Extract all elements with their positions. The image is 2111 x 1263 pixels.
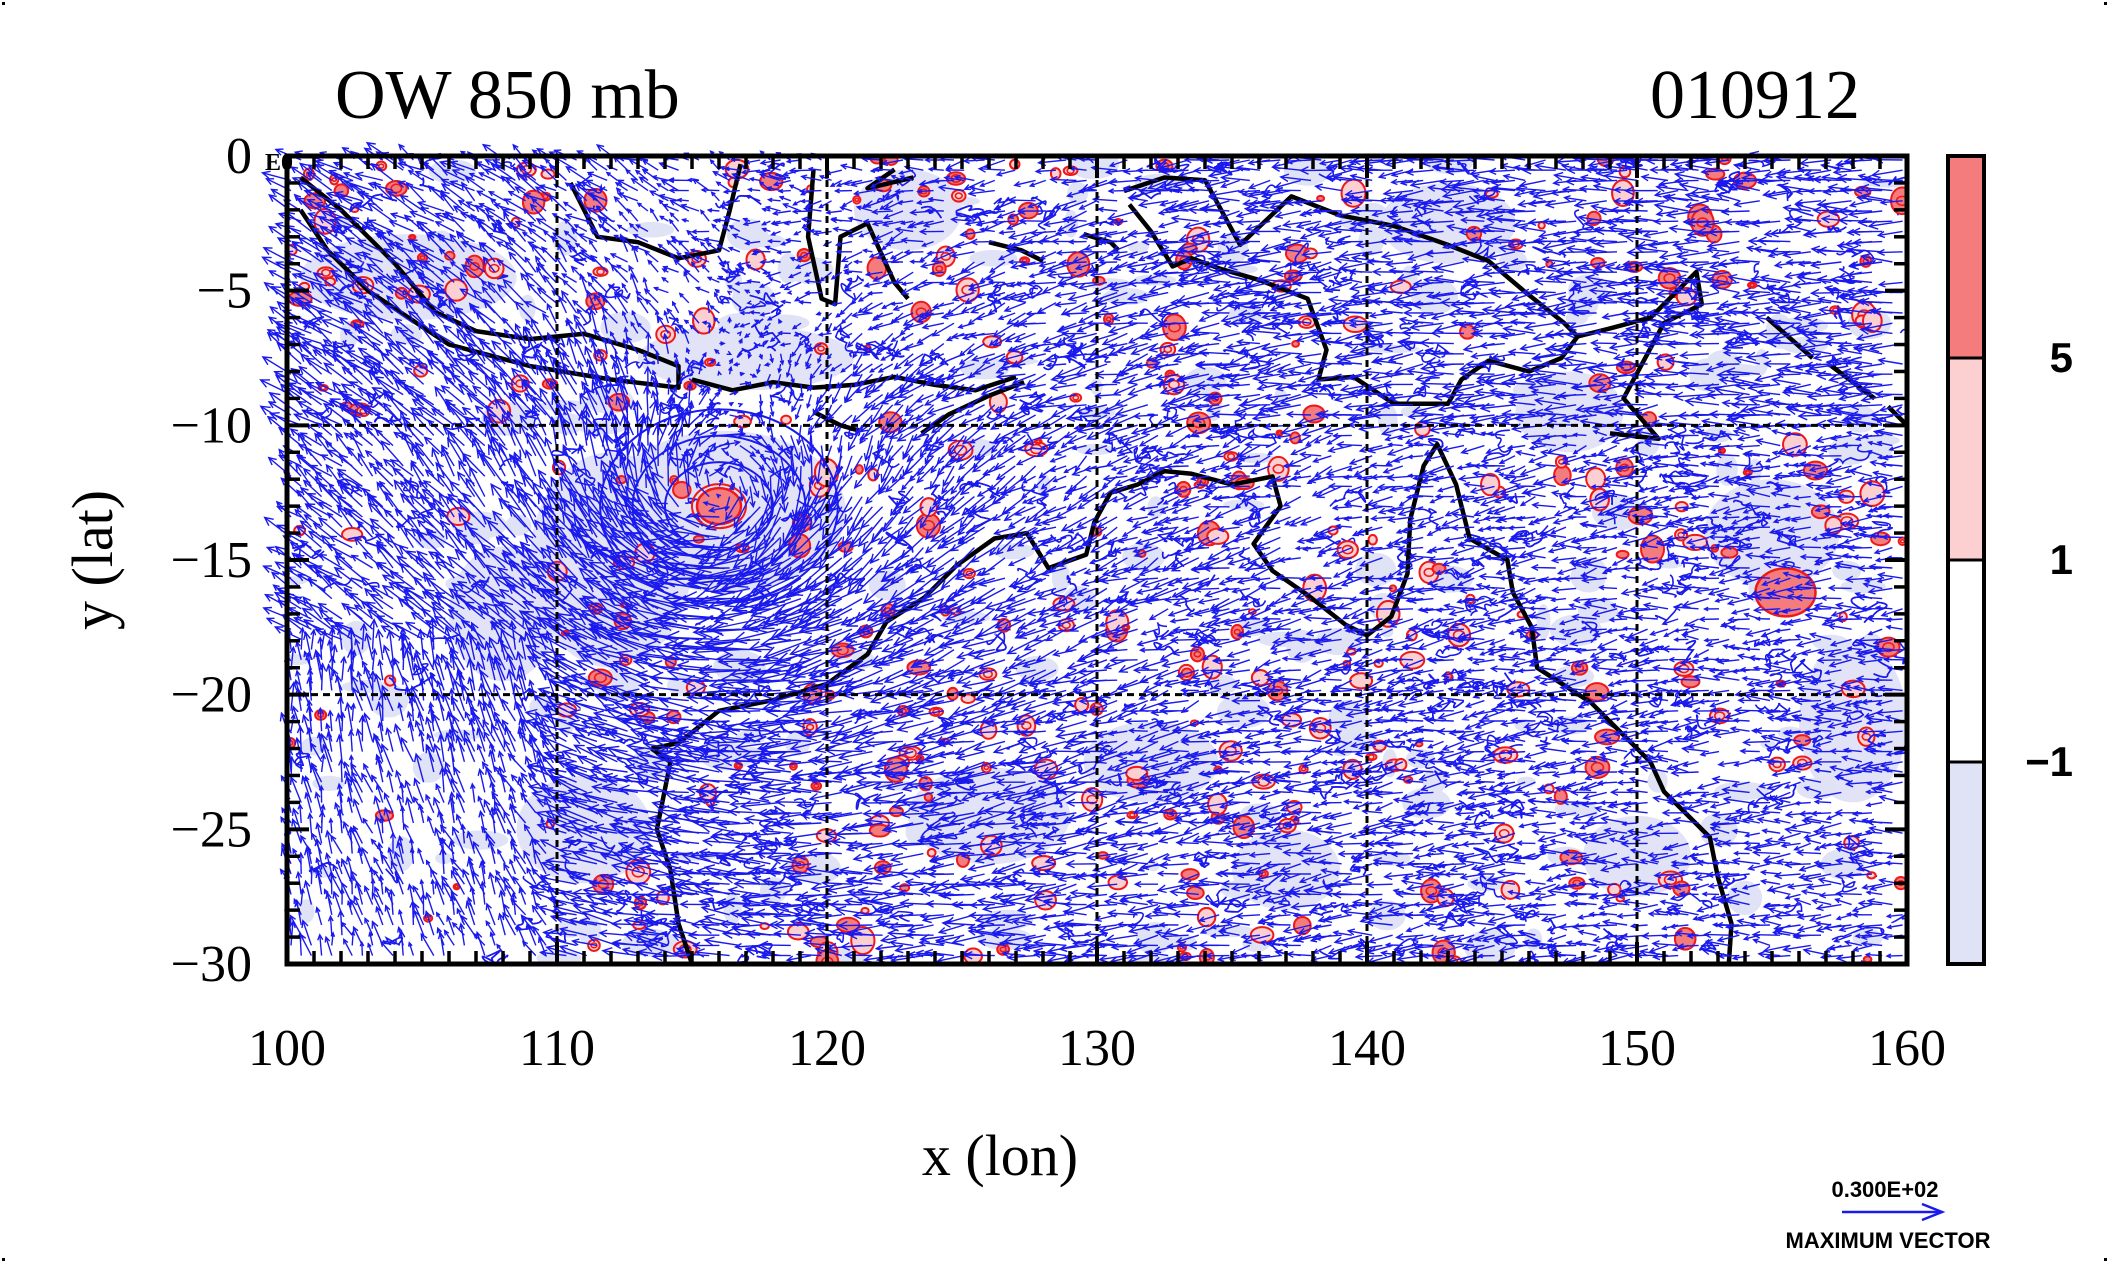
positive-ow-contour: [1860, 481, 1884, 505]
negative-ow-patch: [869, 570, 906, 600]
positive-ow-contour: [1369, 535, 1377, 545]
chart-title-right: 010912: [1650, 57, 1860, 134]
positive-ow-contour: [593, 267, 607, 276]
positive-ow-contour: [1539, 222, 1545, 228]
positive-ow-contour: [781, 416, 791, 424]
chart-title-left: OW 850 mb: [335, 57, 680, 134]
positive-ow-contour: [853, 196, 860, 204]
negative-ow-patch: [723, 893, 741, 924]
positive-ow-contour: [928, 849, 936, 857]
positive-ow-contour: [1252, 670, 1269, 685]
positive-ow-contour: [1608, 884, 1620, 896]
positive-ow-contour: [1460, 325, 1475, 339]
positive-ow-contour: [815, 343, 827, 354]
negative-ow-patch: [312, 776, 345, 791]
positive-ow-contour: [1783, 433, 1807, 456]
negative-ow-patch: [1727, 881, 1762, 915]
positive-ow-contour: [1224, 452, 1237, 461]
positive-ow-contour: [952, 190, 966, 202]
positive-ow-contour: [1748, 282, 1756, 287]
positive-ow-contour: [1595, 730, 1619, 745]
positive-ow-contour: [409, 235, 415, 240]
positive-ow-contour: [1864, 956, 1871, 962]
negative-ow-patch: [1813, 635, 1849, 651]
positive-ow-contour: [1867, 872, 1875, 878]
positive-ow-contour: [1617, 551, 1629, 558]
chart-figure: OW 850 mb 010912 E0 100 110 120 130 140 150 16…: [0, 0, 2111, 1263]
positive-ow-contour: [1035, 439, 1041, 444]
positive-ow-contour: [1481, 474, 1499, 495]
positive-ow-contour: [1292, 341, 1299, 347]
